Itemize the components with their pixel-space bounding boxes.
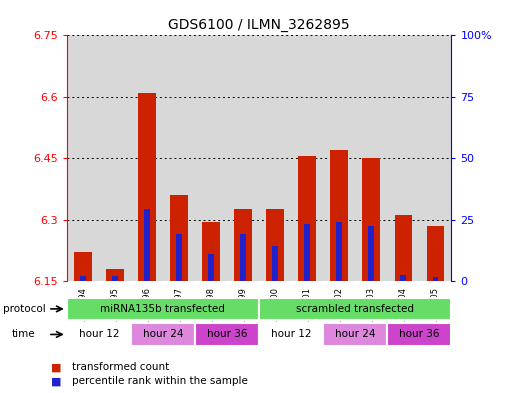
Bar [368,226,374,281]
Bar [240,234,246,281]
Bar [227,35,259,281]
Bar [337,222,342,281]
Bar [176,234,182,281]
Bar [202,222,220,281]
Text: time: time [11,329,35,340]
Bar [234,209,252,281]
Bar [387,35,420,281]
Bar [299,156,316,281]
Text: hour 12: hour 12 [271,329,311,340]
Bar [170,195,188,281]
Bar [427,226,444,281]
Text: ■: ■ [51,362,62,373]
Bar [195,35,227,281]
Text: scrambled transfected: scrambled transfected [296,304,415,314]
Bar [330,150,348,281]
Bar [74,252,91,281]
Bar [112,276,117,281]
Bar [420,35,451,281]
Text: hour 24: hour 24 [335,329,376,340]
Text: protocol: protocol [3,304,45,314]
Bar [363,158,380,281]
Bar [106,269,124,281]
Text: hour 36: hour 36 [399,329,440,340]
Text: hour 12: hour 12 [78,329,119,340]
Bar [138,93,155,281]
Bar [98,35,131,281]
Bar [304,224,310,281]
Bar [208,254,214,281]
Text: percentile rank within the sample: percentile rank within the sample [72,376,248,386]
Bar [67,35,98,281]
Text: miRNA135b transfected: miRNA135b transfected [101,304,225,314]
Bar [432,277,438,281]
Bar [323,35,355,281]
Bar [272,246,278,281]
Title: GDS6100 / ILMN_3262895: GDS6100 / ILMN_3262895 [168,18,350,31]
Bar [259,35,291,281]
Bar [266,209,284,281]
Bar [144,209,150,281]
Bar [291,35,323,281]
Text: transformed count: transformed count [72,362,169,373]
Bar [163,35,195,281]
Bar [355,35,387,281]
Bar [394,215,412,281]
Text: hour 24: hour 24 [143,329,183,340]
Bar [80,275,86,281]
Bar [401,275,406,281]
Text: ■: ■ [51,376,62,386]
Text: hour 36: hour 36 [207,329,247,340]
Bar [131,35,163,281]
